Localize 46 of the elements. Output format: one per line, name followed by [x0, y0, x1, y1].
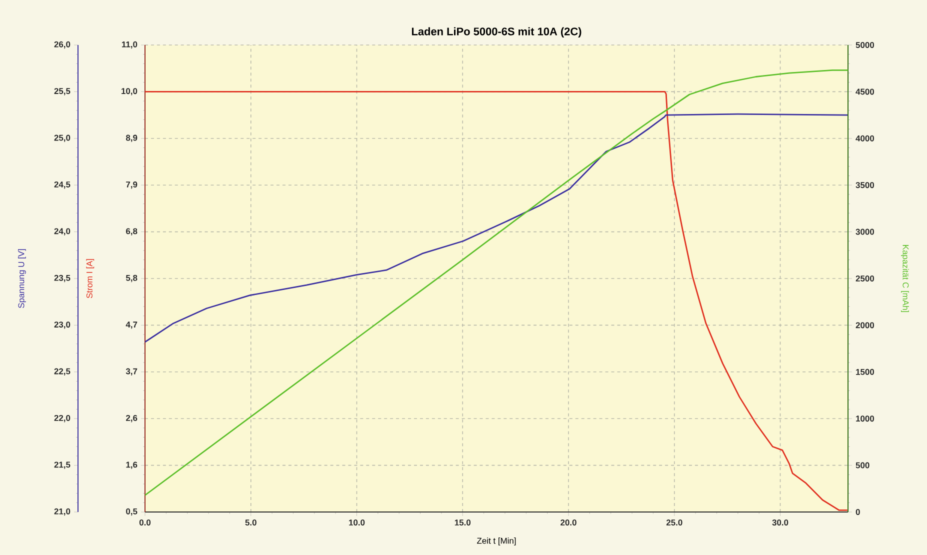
y3-tick-label: 22,0 [54, 414, 70, 422]
y2-tick-label: 4500 [856, 88, 874, 95]
x-tick-label: 30.0 [772, 520, 788, 526]
y2-tick-label: 2000 [856, 322, 874, 328]
y3-tick-label: 24,0 [54, 228, 70, 236]
y-tick-label: 11,0 [122, 41, 138, 49]
x-tick-label: 20.0 [560, 520, 576, 526]
y2-axis-title: Kapazität C [mAh] [901, 245, 909, 312]
y-tick-label: 10,0 [122, 88, 138, 96]
x-tick-label: 25.0 [666, 520, 682, 526]
y3-tick-label: 22,5 [54, 368, 70, 376]
x-tick-label: 0.0 [139, 520, 151, 526]
y2-tick-label: 4000 [856, 135, 874, 142]
y3-tick-label: 23,0 [54, 322, 70, 329]
y3-tick-label: 21,5 [54, 462, 70, 469]
y-tick-label: 6,8 [126, 228, 138, 236]
x-axis-title: Zeit t [Min] [477, 538, 516, 546]
y-tick-label: 3,7 [126, 368, 138, 376]
y2-tick-label: 500 [856, 462, 870, 468]
x-tick-label: 10.0 [349, 520, 365, 526]
y3-tick-label: 25,5 [54, 88, 70, 96]
y-tick-label: 0,5 [126, 508, 138, 516]
y3-tick-label: 26,0 [54, 41, 70, 49]
y3-tick-label: 25,0 [54, 134, 70, 142]
y2-tick-label: 2500 [856, 276, 874, 282]
y-tick-label: 7,9 [126, 181, 138, 189]
y2-tick-label: 1500 [856, 368, 874, 375]
y3-tick-label: 24,5 [54, 181, 70, 189]
y3-tick-label: 21,0 [54, 508, 70, 516]
x-tick-label: 5.0 [245, 520, 256, 526]
y2-tick-label: 3000 [856, 228, 874, 235]
x-tick-label: 15.0 [454, 520, 471, 526]
y3-tick-label: 23,5 [54, 274, 70, 282]
y2-tick-label: 1000 [856, 416, 874, 422]
line-series [145, 113, 848, 343]
y-tick-label: 1,6 [126, 462, 138, 469]
y-axis-title: Strom I [A] [86, 259, 94, 298]
y-tick-label: 4,7 [126, 322, 138, 329]
chart-title: Laden LiPo 5000-6S mit 10A (2C) [412, 27, 582, 38]
y2-tick-label: 5000 [856, 42, 874, 48]
y2-tick-label: 3500 [856, 182, 874, 188]
y-tick-label: 2,6 [126, 414, 138, 422]
y3-axis-title: Spannung U [V] [18, 249, 26, 308]
y2-tick-label: 0 [856, 509, 860, 515]
y-tick-label: 8,9 [126, 134, 138, 142]
y-tick-label: 5,8 [126, 274, 138, 282]
